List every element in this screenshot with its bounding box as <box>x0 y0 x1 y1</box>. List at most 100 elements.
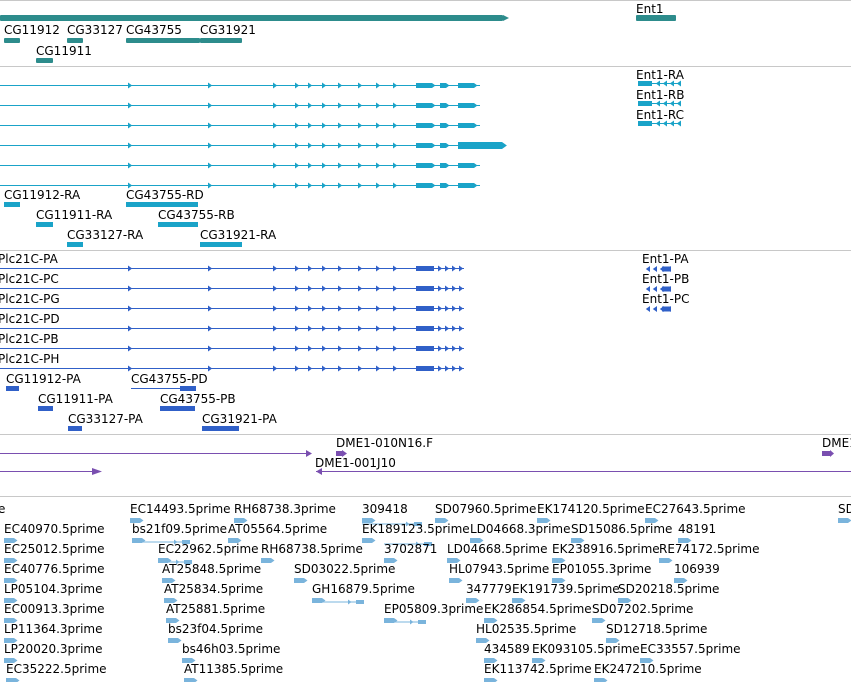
exon-arrow[interactable] <box>602 618 606 623</box>
transcript-label-cg11912-ra[interactable]: CG11912-RA <box>4 188 81 202</box>
gene-label-cg11912[interactable]: CG11912 <box>4 23 60 37</box>
est-label[interactable]: LP05104.3prime <box>4 582 103 596</box>
exon-arrow[interactable] <box>208 122 213 129</box>
est-block[interactable] <box>537 518 547 523</box>
exon-arrow[interactable] <box>140 518 144 523</box>
transcript-exon[interactable] <box>458 123 474 128</box>
est-label[interactable]: EK113742.5prime <box>484 662 592 676</box>
protein-exon[interactable] <box>416 266 434 271</box>
exon-arrow[interactable] <box>273 305 278 312</box>
exon-arrow[interactable] <box>432 103 436 108</box>
est-block[interactable] <box>384 558 394 563</box>
exon-arrow[interactable] <box>445 285 450 292</box>
exon-arrow[interactable] <box>376 325 381 332</box>
exon-arrow[interactable] <box>616 638 620 643</box>
exon-arrow[interactable] <box>128 82 133 89</box>
protein-label-cg11911-pa[interactable]: CG11911-PA <box>38 392 113 406</box>
exon-arrow[interactable] <box>459 285 464 292</box>
est-label[interactable]: 48191 <box>678 522 717 536</box>
exon-arrow[interactable] <box>446 123 450 128</box>
transcript-exon[interactable] <box>416 103 432 108</box>
protein-label-ent1-pa[interactable]: Ent1-PA <box>642 252 689 266</box>
est-block[interactable] <box>470 538 480 543</box>
exon-arrow[interactable] <box>393 365 398 372</box>
est-block[interactable] <box>158 558 168 563</box>
est-block[interactable] <box>228 538 238 543</box>
clone-label-dme1[interactable]: DME1 <box>822 436 851 450</box>
exon-arrow[interactable] <box>522 598 526 603</box>
est-block[interactable] <box>414 522 422 526</box>
exon-arrow[interactable] <box>476 598 480 603</box>
protein-label-cg31921-pa[interactable]: CG31921-PA <box>202 412 277 426</box>
protein-label-plc21c-pb[interactable]: Plc21C-PB <box>0 332 59 346</box>
exon-arrow[interactable] <box>393 325 398 332</box>
exon-arrow[interactable] <box>338 162 343 169</box>
est-label[interactable]: EC22962.5prime <box>158 542 259 556</box>
exon-arrow[interactable] <box>650 658 654 663</box>
exon-arrow[interactable] <box>208 82 213 89</box>
protein-label-plc21c-pa[interactable]: Plc21C-PA <box>0 252 58 266</box>
exon-arrow[interactable] <box>308 162 313 169</box>
exon-arrow[interactable] <box>128 345 133 352</box>
est-block[interactable] <box>4 598 14 603</box>
exon-arrow[interactable] <box>322 182 327 189</box>
exon-arrow[interactable] <box>474 163 478 168</box>
exon-arrow[interactable] <box>16 678 20 682</box>
est-label[interactable]: 309418 <box>362 502 408 516</box>
exon-arrow[interactable] <box>494 658 498 663</box>
est-label[interactable]: SD07202.5prime <box>592 602 694 616</box>
exon-arrow[interactable] <box>128 122 133 129</box>
est-block[interactable] <box>130 518 140 523</box>
exon-arrow[interactable] <box>547 518 551 523</box>
exon-arrow[interactable] <box>438 325 443 332</box>
est-label[interactable]: EC33557.5prime <box>640 642 741 656</box>
est-label[interactable]: EK286854.5prime <box>484 602 592 616</box>
exon-arrow[interactable] <box>358 345 363 352</box>
exon-arrow[interactable] <box>376 265 381 272</box>
est-block[interactable] <box>4 658 14 663</box>
exon-arrow[interactable] <box>358 162 363 169</box>
exon-arrow[interactable] <box>474 83 478 88</box>
transcript-label-ent1-rc[interactable]: Ent1-RC <box>636 108 684 122</box>
exon-arrow[interactable] <box>273 285 278 292</box>
est-block[interactable] <box>362 538 372 543</box>
est-block[interactable] <box>4 538 14 543</box>
exon-arrow[interactable] <box>393 162 398 169</box>
exon-arrow[interactable] <box>376 82 381 89</box>
exon-arrow[interactable] <box>308 265 313 272</box>
transcript-exon[interactable] <box>416 183 432 188</box>
est-label[interactable]: EC27643.5prime <box>645 502 746 516</box>
est-block[interactable] <box>532 658 542 663</box>
exon-arrow[interactable] <box>372 538 376 543</box>
exon-arrow[interactable] <box>446 83 450 88</box>
exon-arrow[interactable] <box>416 541 420 547</box>
exon-arrow[interactable] <box>376 305 381 312</box>
exon-arrow[interactable] <box>445 345 450 352</box>
exon-arrow[interactable] <box>14 558 18 563</box>
exon-arrow[interactable] <box>452 325 457 332</box>
est-block[interactable] <box>424 542 432 546</box>
exon-arrow[interactable] <box>376 162 381 169</box>
exon-arrow[interactable] <box>480 538 484 543</box>
exon-arrow[interactable] <box>628 598 632 603</box>
est-block[interactable] <box>592 618 602 623</box>
gene-label-cg31921[interactable]: CG31921 <box>200 23 256 37</box>
est-label[interactable]: EC25012.5prime <box>4 542 105 556</box>
protein-label-plc21c-pd[interactable]: Plc21C-PD <box>0 312 60 326</box>
est-label[interactable]: SD20218.5prime <box>618 582 720 596</box>
exon-arrow[interactable] <box>338 122 343 129</box>
clone-block[interactable] <box>822 451 830 456</box>
exon-arrow[interactable] <box>358 265 363 272</box>
exon-arrow[interactable] <box>358 305 363 312</box>
exon-arrow[interactable] <box>208 325 213 332</box>
protein-label-ent1-pb[interactable]: Ent1-PB <box>642 272 690 286</box>
exon-arrow[interactable] <box>432 123 436 128</box>
est-block[interactable] <box>449 578 459 583</box>
protein-exon[interactable] <box>416 346 434 351</box>
exon-arrow[interactable] <box>322 122 327 129</box>
exon-arrow[interactable] <box>208 265 213 272</box>
est-block[interactable] <box>435 518 445 523</box>
est-block[interactable] <box>512 598 522 603</box>
exon-arrow[interactable] <box>308 325 313 332</box>
exon-arrow[interactable] <box>174 598 178 603</box>
